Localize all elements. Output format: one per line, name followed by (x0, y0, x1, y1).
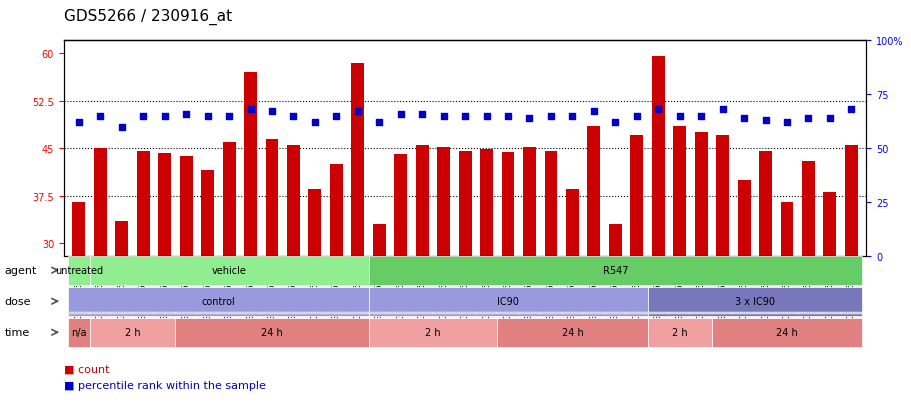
Point (179, 111, 193, 118)
Text: R547: R547 (602, 266, 628, 275)
Text: IC90: IC90 (496, 297, 518, 306)
Point (115, 124, 129, 131)
Bar (694, 133, 707, 413)
Point (565, 113, 579, 120)
Bar (415, 145, 428, 413)
Point (479, 113, 494, 120)
Point (736, 115, 751, 122)
Point (264, 109, 279, 116)
Bar (394, 155, 406, 413)
Text: 2 h: 2 h (125, 328, 140, 337)
Point (779, 120, 793, 126)
Text: 2 h: 2 h (671, 328, 687, 337)
Point (200, 113, 215, 120)
Bar (436, 147, 450, 413)
Point (608, 120, 622, 126)
Point (500, 113, 515, 120)
Bar (587, 126, 599, 413)
Point (136, 113, 150, 120)
Bar (137, 152, 149, 413)
Bar (244, 73, 257, 413)
Text: 24 h: 24 h (775, 328, 797, 337)
Bar (222, 142, 235, 413)
Bar (72, 202, 86, 413)
Bar (351, 64, 363, 413)
Bar (94, 149, 107, 413)
Point (286, 113, 301, 120)
Point (714, 107, 729, 113)
Bar (609, 225, 621, 413)
Point (372, 120, 386, 126)
Bar (179, 156, 192, 413)
Text: vehicle: vehicle (211, 266, 246, 275)
Bar (844, 145, 857, 413)
Text: time: time (5, 328, 30, 337)
Point (457, 113, 472, 120)
Bar (458, 152, 471, 413)
Bar (672, 126, 685, 413)
Point (522, 115, 537, 122)
Point (393, 111, 407, 118)
Bar (159, 154, 171, 413)
Bar (801, 161, 814, 413)
Bar (115, 221, 128, 413)
Text: n/a: n/a (71, 328, 87, 337)
Text: dose: dose (5, 297, 31, 306)
Bar (630, 136, 642, 413)
Point (822, 115, 836, 122)
Point (221, 113, 236, 120)
Bar (373, 225, 385, 413)
Bar (544, 152, 557, 413)
Point (800, 115, 814, 122)
Bar (330, 164, 343, 413)
Text: 3 x IC90: 3 x IC90 (734, 297, 774, 306)
Bar (523, 147, 536, 413)
Bar (201, 171, 214, 413)
Point (629, 113, 643, 120)
Point (671, 113, 686, 120)
Bar (715, 136, 728, 413)
Bar (308, 190, 321, 413)
Text: control: control (201, 297, 235, 306)
Bar (501, 153, 514, 413)
Text: agent: agent (5, 266, 36, 275)
Text: 24 h: 24 h (261, 328, 282, 337)
Bar (651, 57, 664, 413)
Point (693, 113, 708, 120)
Point (543, 113, 558, 120)
Point (243, 107, 258, 113)
Bar (265, 139, 278, 413)
Point (757, 117, 772, 124)
Bar (823, 193, 835, 413)
Point (350, 109, 364, 116)
Bar (287, 145, 300, 413)
Point (158, 113, 172, 120)
Point (435, 113, 450, 120)
Text: 24 h: 24 h (561, 328, 583, 337)
Point (71, 120, 86, 126)
Point (844, 107, 858, 113)
Bar (479, 150, 493, 413)
Bar (566, 190, 578, 413)
Point (93, 113, 107, 120)
Text: 2 h: 2 h (425, 328, 440, 337)
Point (415, 111, 429, 118)
Bar (758, 152, 771, 413)
Point (329, 113, 343, 120)
Text: untreated: untreated (55, 266, 103, 275)
Point (586, 109, 600, 116)
Point (307, 120, 322, 126)
Text: ■ percentile rank within the sample: ■ percentile rank within the sample (64, 380, 265, 390)
Bar (780, 202, 793, 413)
Text: GDS5266 / 230916_at: GDS5266 / 230916_at (64, 9, 231, 25)
Bar (737, 180, 750, 413)
Point (650, 107, 665, 113)
Text: ■ count: ■ count (64, 364, 109, 374)
